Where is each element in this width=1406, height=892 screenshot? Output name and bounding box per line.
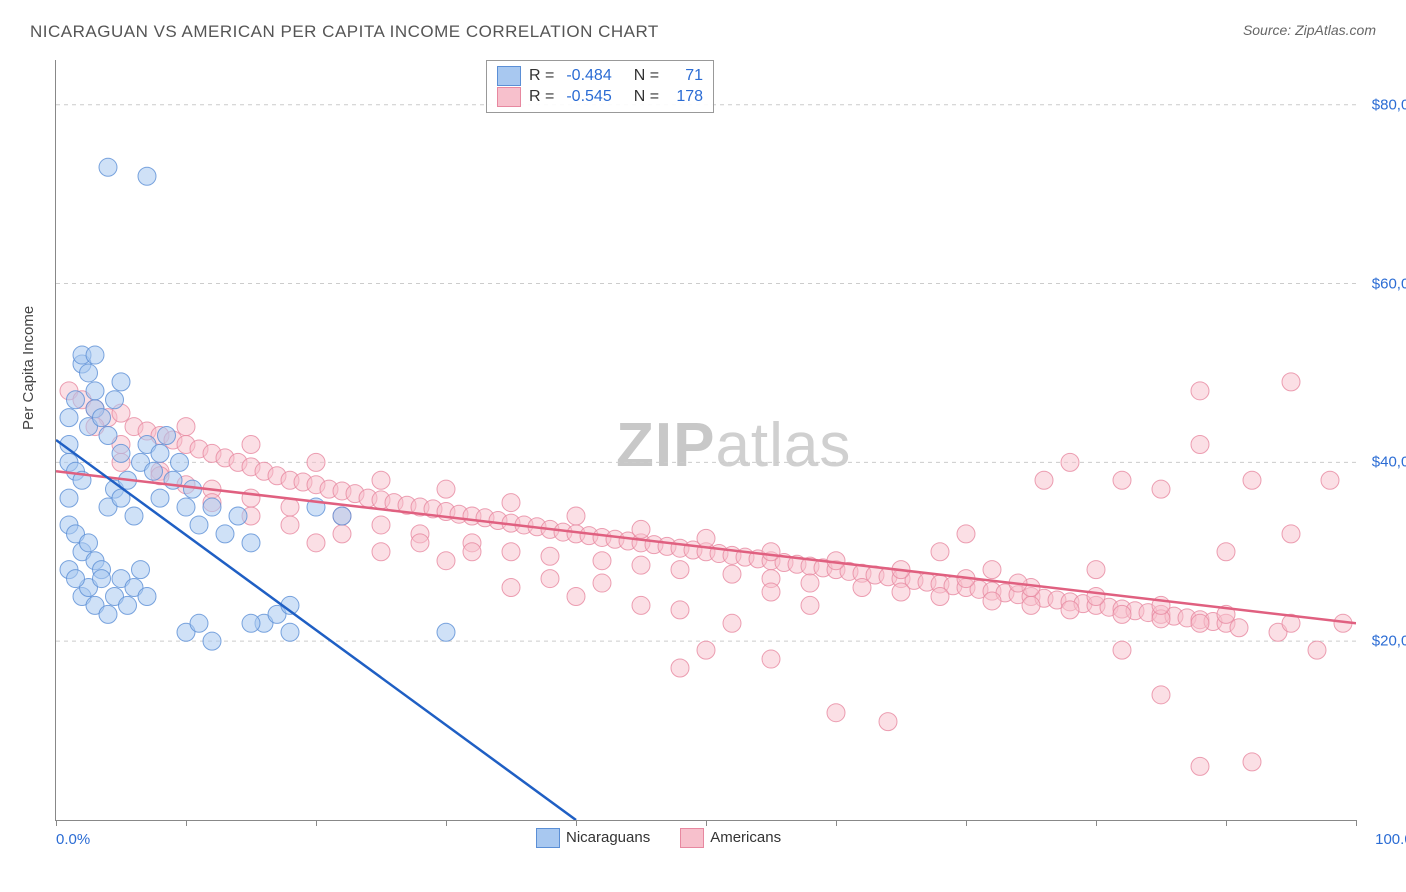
x-tick [56, 820, 57, 826]
source-label: Source: [1243, 22, 1291, 38]
legend-n-nicaraguans: 71 [671, 67, 703, 85]
x-tick [1356, 820, 1357, 826]
x-tick [1226, 820, 1227, 826]
legend-n-label: N = [634, 88, 659, 106]
chart-area: ZIPatlas R = -0.484 N = 71 R = -0.545 N … [55, 60, 1355, 820]
x-tick [1096, 820, 1097, 826]
y-axis-title: Per Capita Income [20, 306, 37, 430]
x-tick [186, 820, 187, 826]
legend-swatch-americans-icon [680, 828, 704, 848]
x-tick [966, 820, 967, 826]
source-credit: Source: ZipAtlas.com [1243, 22, 1376, 38]
legend-row-nicaraguans: R = -0.484 N = 71 [497, 66, 703, 86]
x-tick [316, 820, 317, 826]
x-axis-max-label: 100.0% [1375, 831, 1406, 848]
chart-title: NICARAGUAN VS AMERICAN PER CAPITA INCOME… [30, 22, 659, 42]
legend-n-label: N = [634, 67, 659, 85]
legend-n-americans: 178 [671, 88, 703, 106]
legend-r-label: R = [529, 88, 554, 106]
x-tick [446, 820, 447, 826]
bottom-legend-nicaraguans: Nicaraguans [536, 828, 650, 848]
y-tick-label: $80,000 [1361, 96, 1406, 113]
legend-r-nicaraguans: -0.484 [566, 67, 611, 85]
legend-swatch-nicaraguans [497, 66, 521, 86]
legend-r-label: R = [529, 67, 554, 85]
x-tick [706, 820, 707, 826]
legend-r-americans: -0.545 [566, 88, 611, 106]
legend-swatch-nicaraguans-icon [536, 828, 560, 848]
legend-row-americans: R = -0.545 N = 178 [497, 87, 703, 107]
y-tick-label: $60,000 [1361, 275, 1406, 292]
x-tick [576, 820, 577, 826]
plot-region: ZIPatlas R = -0.484 N = 71 R = -0.545 N … [55, 60, 1356, 821]
correlation-legend: R = -0.484 N = 71 R = -0.545 N = 178 [486, 60, 714, 113]
y-tick-label: $40,000 [1361, 454, 1406, 471]
bottom-legend-americans-label: Americans [710, 829, 781, 846]
x-axis-min-label: 0.0% [56, 831, 90, 848]
legend-swatch-americans [497, 87, 521, 107]
y-tick-label: $20,000 [1361, 633, 1406, 650]
scatter-svg [56, 60, 1356, 820]
bottom-legend: Nicaraguans Americans [536, 828, 781, 848]
x-tick [836, 820, 837, 826]
bottom-legend-americans: Americans [680, 828, 781, 848]
source-name: ZipAtlas.com [1295, 22, 1376, 38]
bottom-legend-nicaraguans-label: Nicaraguans [566, 829, 650, 846]
